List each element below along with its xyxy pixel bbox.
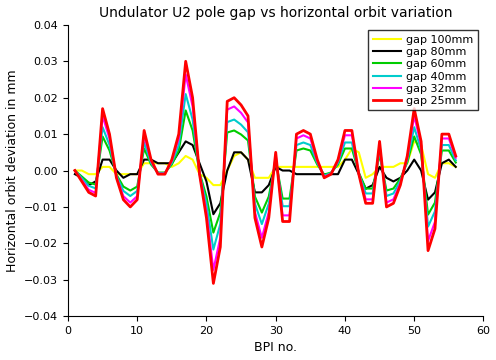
gap 32mm (79, 178, 85, 182)
gap 25mm (301, 128, 307, 132)
gap 25mm (224, 99, 230, 104)
gap 100mm (72, 168, 78, 173)
gap 60mm (335, 162, 341, 167)
gap 60mm (224, 130, 230, 135)
gap 40mm (210, 247, 216, 252)
gap 80mm (301, 172, 307, 176)
gap 80mm (321, 172, 327, 176)
gap 80mm (79, 176, 85, 180)
gap 25mm (376, 139, 382, 144)
gap 100mm (411, 139, 417, 144)
gap 60mm (79, 174, 85, 179)
gap 25mm (183, 59, 188, 63)
gap 25mm (321, 176, 327, 180)
gap 100mm (370, 172, 375, 176)
gap 60mm (376, 152, 382, 157)
gap 40mm (301, 140, 307, 145)
gap 100mm (314, 165, 320, 169)
gap 32mm (72, 168, 78, 173)
Line: gap 25mm: gap 25mm (75, 61, 456, 283)
gap 100mm (294, 165, 300, 169)
gap 80mm (210, 212, 216, 216)
gap 25mm (210, 281, 216, 285)
gap 32mm (224, 108, 230, 112)
gap 100mm (328, 165, 334, 169)
gap 32mm (321, 175, 327, 179)
gap 32mm (183, 72, 188, 77)
gap 60mm (210, 230, 216, 235)
gap 60mm (183, 108, 188, 113)
gap 32mm (301, 133, 307, 138)
Line: gap 32mm: gap 32mm (75, 75, 456, 270)
gap 80mm (224, 168, 230, 173)
gap 100mm (210, 183, 216, 187)
Legend: gap 100mm, gap 80mm, gap 60mm, gap 40mm, gap 32mm, gap 25mm: gap 100mm, gap 80mm, gap 60mm, gap 40mm,… (369, 31, 478, 111)
gap 40mm (335, 161, 341, 165)
Line: gap 60mm: gap 60mm (75, 111, 456, 233)
gap 80mm (335, 172, 341, 176)
gap 25mm (72, 168, 78, 173)
gap 60mm (72, 168, 78, 173)
gap 25mm (79, 179, 85, 184)
gap 40mm (321, 174, 327, 178)
gap 80mm (72, 172, 78, 176)
gap 32mm (453, 156, 459, 160)
gap 40mm (72, 168, 78, 173)
gap 80mm (183, 139, 188, 144)
gap 100mm (217, 183, 223, 187)
Line: gap 100mm: gap 100mm (75, 141, 456, 185)
gap 25mm (335, 157, 341, 162)
gap 100mm (79, 168, 85, 173)
gap 25mm (453, 154, 459, 158)
gap 60mm (301, 146, 307, 150)
gap 40mm (224, 120, 230, 124)
Line: gap 40mm: gap 40mm (75, 94, 456, 249)
gap 40mm (79, 176, 85, 180)
gap 40mm (376, 148, 382, 152)
gap 32mm (210, 268, 216, 272)
Title: Undulator U2 pole gap vs horizontal orbit variation: Undulator U2 pole gap vs horizontal orbi… (99, 5, 452, 19)
gap 80mm (376, 165, 382, 169)
gap 32mm (335, 159, 341, 163)
gap 40mm (453, 158, 459, 162)
Line: gap 80mm: gap 80mm (75, 141, 456, 214)
gap 60mm (453, 160, 459, 165)
Y-axis label: Horizontal orbit deviation in mm: Horizontal orbit deviation in mm (5, 69, 18, 272)
gap 40mm (183, 92, 188, 96)
X-axis label: BPI no.: BPI no. (254, 341, 297, 355)
gap 60mm (321, 172, 327, 177)
gap 100mm (453, 165, 459, 169)
gap 32mm (376, 143, 382, 147)
gap 80mm (453, 165, 459, 169)
